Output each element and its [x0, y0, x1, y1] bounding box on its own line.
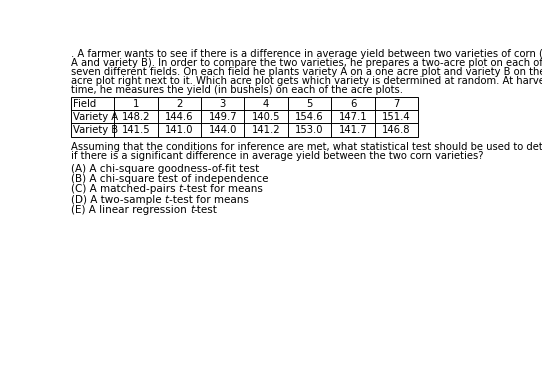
Text: Field: Field: [73, 99, 96, 109]
Text: 144.0: 144.0: [209, 125, 237, 135]
Text: Assuming that the conditions for inference are met, what statistical test should: Assuming that the conditions for inferen…: [71, 142, 542, 152]
Text: 4: 4: [263, 99, 269, 109]
Text: 141.7: 141.7: [339, 125, 367, 135]
Text: 5: 5: [306, 99, 313, 109]
Text: 146.8: 146.8: [382, 125, 411, 135]
Text: (C) A matched-pairs: (C) A matched-pairs: [71, 184, 179, 194]
Text: 151.4: 151.4: [382, 112, 411, 122]
Text: seven different fields. On each field he plants variety A on a one acre plot and: seven different fields. On each field he…: [71, 67, 542, 77]
Text: 148.2: 148.2: [122, 112, 150, 122]
Text: Variety B: Variety B: [73, 125, 118, 135]
Text: A and variety B). In order to compare the two varieties, he prepares a two-acre : A and variety B). In order to compare th…: [71, 58, 542, 68]
Text: 144.6: 144.6: [165, 112, 193, 122]
Text: 6: 6: [350, 99, 356, 109]
Text: -test: -test: [194, 205, 218, 215]
Text: (B) A chi-square test of independence: (B) A chi-square test of independence: [71, 174, 268, 184]
Text: 2: 2: [176, 99, 183, 109]
Text: 154.6: 154.6: [295, 112, 324, 122]
Text: t: t: [190, 205, 194, 215]
Text: time, he measures the yield (in bushels) on each of the acre plots.: time, he measures the yield (in bushels)…: [71, 85, 403, 95]
Bar: [71, 97, 418, 137]
Text: 1: 1: [133, 99, 139, 109]
Text: . A farmer wants to see if there is a difference in average yield between two va: . A farmer wants to see if there is a di…: [71, 49, 542, 59]
Text: -test for means: -test for means: [169, 195, 249, 205]
Text: (E) A linear regression: (E) A linear regression: [71, 205, 190, 215]
Text: Variety A: Variety A: [73, 112, 118, 122]
Text: 153.0: 153.0: [295, 125, 324, 135]
Text: 149.7: 149.7: [209, 112, 237, 122]
Text: 7: 7: [393, 99, 399, 109]
Text: acre plot right next to it. Which acre plot gets which variety is determined at : acre plot right next to it. Which acre p…: [71, 76, 542, 86]
Text: 141.0: 141.0: [165, 125, 193, 135]
Text: 140.5: 140.5: [252, 112, 280, 122]
Text: 141.5: 141.5: [121, 125, 150, 135]
Text: -test for means: -test for means: [183, 184, 263, 194]
Text: if there is a significant difference in average yield between the two corn varie: if there is a significant difference in …: [71, 151, 483, 161]
Text: (D) A two-sample: (D) A two-sample: [71, 195, 165, 205]
Text: (A) A chi-square goodness-of-fit test: (A) A chi-square goodness-of-fit test: [71, 164, 259, 173]
Text: t: t: [165, 195, 169, 205]
Text: 3: 3: [220, 99, 226, 109]
Text: t: t: [179, 184, 183, 194]
Text: 141.2: 141.2: [252, 125, 280, 135]
Text: 147.1: 147.1: [339, 112, 367, 122]
